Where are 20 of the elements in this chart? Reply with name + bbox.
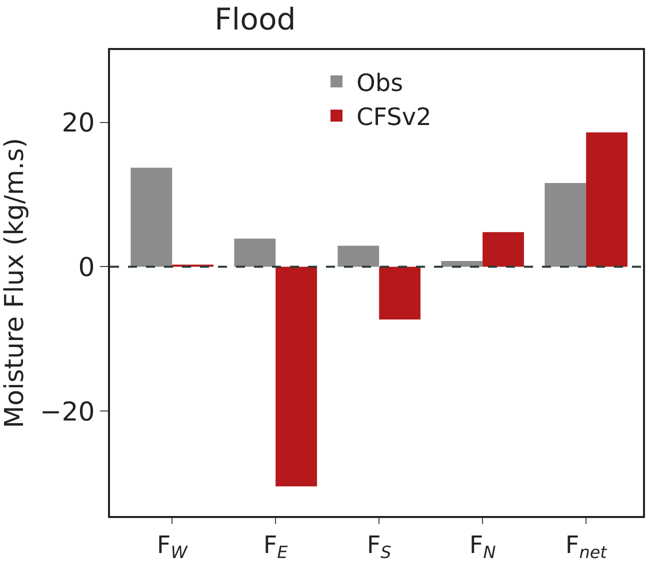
bar: [544, 182, 586, 267]
legend-label: CFSv2: [356, 102, 432, 131]
y-tick-label: 20: [62, 108, 95, 138]
bar: [379, 266, 420, 320]
bar: [130, 168, 172, 267]
x-tick-label: F$_{S}$: [366, 530, 392, 562]
bar: [276, 266, 317, 486]
y-tick-label: 0: [78, 252, 95, 283]
chart-title: Flood: [214, 2, 296, 38]
bar: [586, 132, 628, 267]
y-axis-title: Moisture Flux (kg/m.s): [0, 138, 30, 428]
x-tick-label: F$_{net}$: [565, 530, 608, 562]
legend-label: Obs: [356, 68, 404, 97]
x-tick-label: F$_{N}$: [469, 530, 496, 562]
x-tick-label: F$_{W}$: [156, 530, 189, 562]
x-tick-label: F$_{E}$: [263, 530, 288, 562]
bar: [234, 238, 276, 267]
bar: [482, 232, 524, 267]
y-tick-label: −20: [40, 397, 95, 428]
bar: [338, 246, 380, 267]
